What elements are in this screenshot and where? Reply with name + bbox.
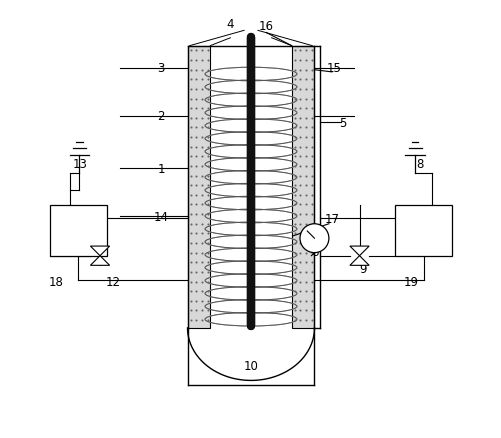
Bar (395, 206, 451, 256)
Text: 4: 4 (226, 18, 233, 31)
Text: 16: 16 (259, 21, 273, 33)
Bar (291, 46, 314, 328)
Text: 12: 12 (105, 276, 120, 289)
Text: 6: 6 (310, 245, 318, 258)
Text: 10: 10 (243, 359, 258, 372)
Text: 1: 1 (157, 162, 165, 175)
Text: 18: 18 (49, 276, 64, 289)
Polygon shape (90, 247, 109, 256)
Polygon shape (349, 247, 368, 256)
Circle shape (300, 224, 328, 253)
Text: 17: 17 (324, 212, 339, 226)
Text: 2: 2 (157, 110, 165, 123)
Text: 19: 19 (402, 276, 417, 289)
Text: 5: 5 (339, 117, 346, 130)
Text: 7: 7 (410, 215, 418, 228)
Text: 3: 3 (157, 62, 165, 75)
Polygon shape (349, 256, 368, 266)
Text: 13: 13 (73, 158, 88, 171)
Text: 11: 11 (58, 215, 72, 228)
Text: 15: 15 (326, 62, 341, 75)
Text: 14: 14 (153, 210, 168, 223)
Polygon shape (90, 256, 109, 266)
Text: 9: 9 (358, 263, 366, 276)
Bar (50, 206, 106, 256)
Bar (187, 46, 210, 328)
Text: 8: 8 (415, 158, 422, 171)
